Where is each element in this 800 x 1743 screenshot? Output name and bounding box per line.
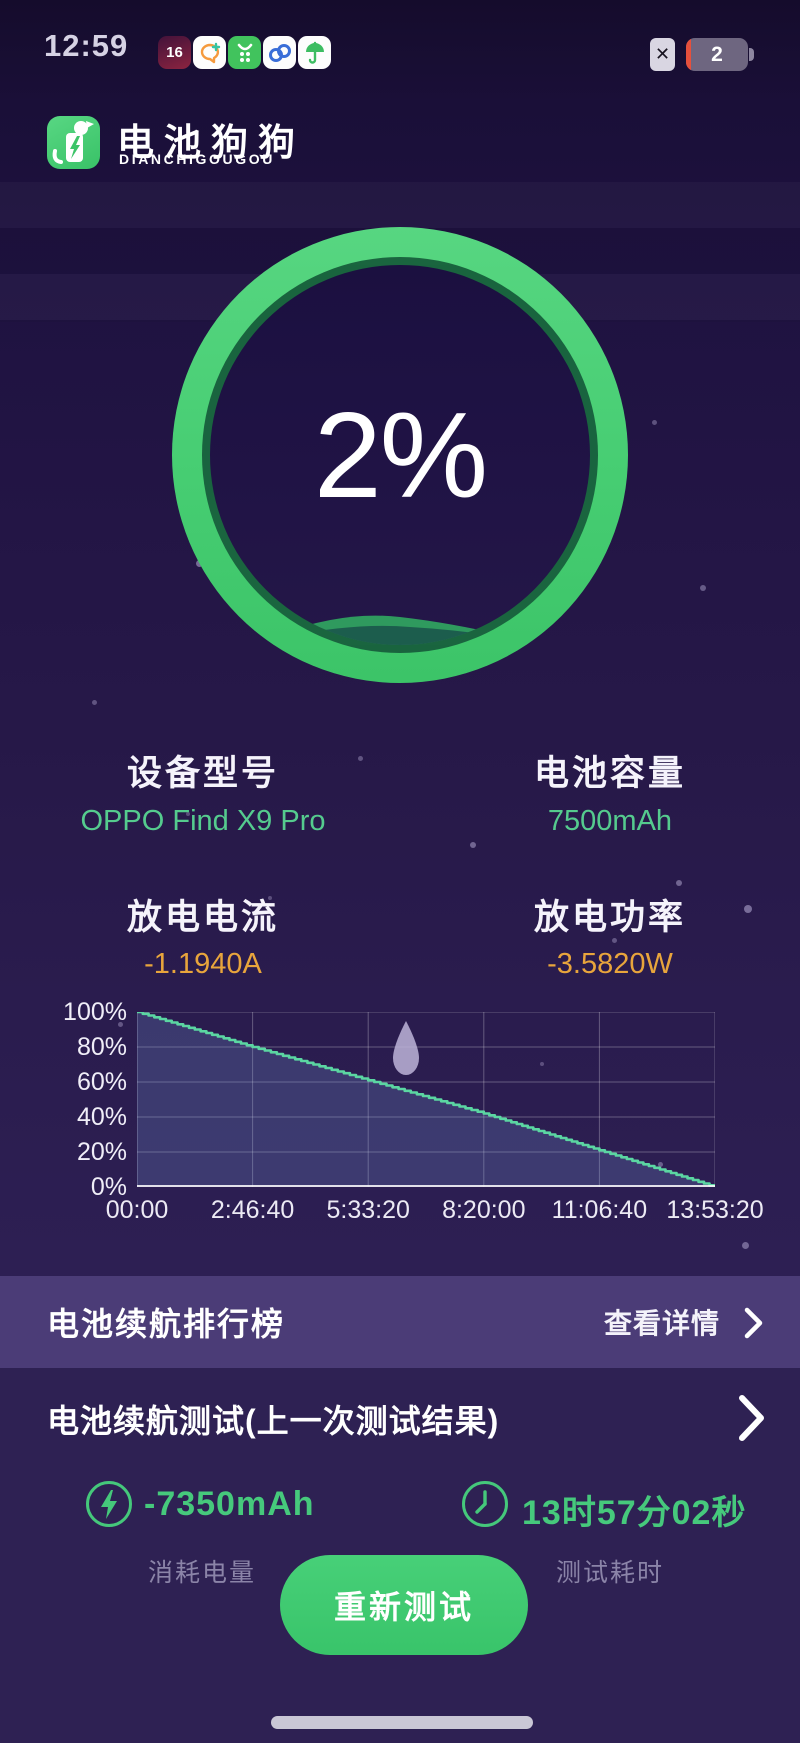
star-dot — [700, 585, 706, 591]
lightning-icon — [86, 1481, 132, 1527]
clock-time: 12:59 — [44, 28, 129, 63]
discharge-current-block: 放电电流 -1.1940A — [23, 889, 383, 981]
x-tick-label: 5:33:20 — [326, 1196, 410, 1224]
discharge-current-label: 放电电流 — [126, 898, 279, 937]
capacity-value: 7500mAh — [547, 805, 673, 837]
discharge-power-block: 放电功率 -3.5820W — [430, 889, 790, 981]
device-model-label: 设备型号 — [126, 754, 279, 793]
device-model-block: 设备型号 OPPO Find X9 Pro — [23, 745, 383, 838]
discharge-power-label: 放电功率 — [533, 898, 686, 937]
app-name: 电池狗狗 — [117, 122, 305, 163]
umbrella-icon — [298, 36, 331, 69]
star-dot — [612, 938, 617, 943]
status-bar: 12:59 16 — [0, 0, 800, 78]
water-drop-icon — [393, 1021, 419, 1075]
y-tick-label: 60% — [76, 1068, 127, 1096]
battery-indicator: 2 — [686, 38, 748, 71]
y-tick-label: 100% — [63, 998, 127, 1026]
x-tick-label: 00:00 — [105, 1196, 169, 1224]
battery-level-red — [686, 38, 691, 71]
last-test-title: 电池续航测试(上一次测试结果) — [47, 1403, 500, 1439]
ranking-title: 电池续航排行榜 — [47, 1306, 286, 1342]
ranking-view-details[interactable]: 查看详情 — [603, 1308, 720, 1339]
star-dot — [742, 1242, 749, 1249]
star-dot — [652, 420, 657, 425]
y-tick-label: 0% — [90, 1173, 127, 1201]
star-dot — [744, 905, 752, 913]
star-dot — [658, 1162, 663, 1167]
retest-button[interactable]: 重新测试 — [280, 1555, 528, 1655]
star-dot — [540, 1062, 544, 1066]
y-tick-label: 40% — [76, 1103, 127, 1131]
discharge-power-value: -3.5820W — [547, 948, 673, 980]
chart-y-axis-labels: 100% 80% 60% 40% 20% 0% — [30, 998, 127, 1201]
clock-icon — [462, 1481, 508, 1527]
star-dot — [358, 756, 363, 761]
star-dot — [118, 1022, 123, 1027]
star-dot — [676, 880, 682, 886]
green-grid-app-icon — [228, 36, 261, 69]
star-dot — [268, 896, 272, 900]
chevron-right-icon[interactable] — [744, 1307, 764, 1339]
battery-percent-label: 2% — [313, 387, 488, 523]
battery-gauge-interior — [202, 257, 598, 653]
device-model-value: OPPO Find X9 Pro — [80, 805, 326, 837]
home-indicator[interactable] — [271, 1716, 533, 1729]
chart-x-axis-labels: 00:00 2:46:40 5:33:20 8:20:00 11:06:40 13:53:… — [106, 1196, 764, 1228]
ranking-row[interactable]: 电池续航排行榜 查看详情 — [0, 1276, 800, 1368]
x-tick-label: 13:53:20 — [666, 1196, 764, 1224]
chat-bubble-icon — [193, 36, 226, 69]
capacity-block: 电池容量 7500mAh — [430, 745, 790, 838]
x-tick-label: 2:46:40 — [210, 1196, 295, 1224]
app-logo-dog-icon — [47, 116, 100, 169]
test-duration-label: 测试耗时 — [555, 1559, 664, 1587]
chevron-right-icon[interactable] — [738, 1394, 766, 1442]
consumed-capacity-value: -7350mAh — [144, 1485, 315, 1523]
battery-discharge-chart — [137, 1012, 715, 1187]
test-duration-value: 13时57分02秒 — [522, 1494, 747, 1532]
star-dot — [186, 812, 190, 816]
battery-gauge-ring: 2% — [172, 227, 628, 683]
x-tick-label: 8:20:00 — [442, 1196, 526, 1224]
y-tick-label: 20% — [76, 1138, 127, 1166]
consumed-capacity-label: 消耗电量 — [147, 1559, 256, 1587]
star-dot — [92, 700, 97, 705]
app-name-latin: DIANCHIGOUGOU — [119, 151, 275, 167]
no-sim-icon: ✕ — [650, 38, 675, 71]
calendar-16-icon: 16 — [158, 36, 191, 69]
star-dot — [470, 842, 476, 848]
discharge-current-value: -1.1940A — [144, 948, 262, 980]
battery-liquid-wave — [247, 615, 550, 645]
blue-cloud-icon — [263, 36, 296, 69]
x-tick-label: 11:06:40 — [551, 1196, 648, 1224]
battery-nub — [749, 48, 754, 61]
y-tick-label: 80% — [76, 1033, 127, 1061]
capacity-label: 电池容量 — [533, 754, 686, 793]
